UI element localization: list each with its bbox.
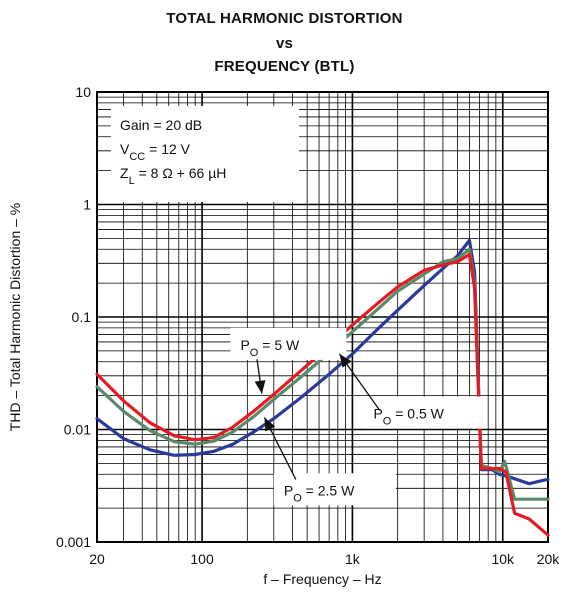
x-tick-label: 20k xyxy=(537,551,561,567)
series-label-arrowhead xyxy=(254,380,266,394)
y-axis-label: THD – Total Harmonic Distortion – % xyxy=(7,203,23,431)
chart-title-line-2: vs xyxy=(275,35,294,52)
series-line xyxy=(95,238,550,486)
series-label: PO = 0.5 W xyxy=(373,406,444,428)
condition-text: Gain = 20 dB xyxy=(120,117,202,133)
conditions-box xyxy=(111,106,299,202)
series-label-box xyxy=(230,327,347,360)
condition-text: ZL = 8 Ω + 66 µH xyxy=(120,165,226,187)
plot-frame xyxy=(96,91,549,543)
series-line xyxy=(95,252,550,537)
series-label-arrowhead xyxy=(264,417,276,432)
series-label: PO = 5 W xyxy=(240,337,300,359)
series-label-box xyxy=(363,396,486,429)
x-axis-label: f – Frequency – Hz xyxy=(263,571,381,587)
y-tick-label: 10 xyxy=(75,84,91,100)
x-tick-label: 100 xyxy=(190,551,214,567)
x-tick-label: 20 xyxy=(89,551,105,567)
series-label-arrowhead xyxy=(339,353,352,368)
y-tick-label: 0.01 xyxy=(64,422,91,438)
y-tick-label: 0.001 xyxy=(56,534,91,550)
condition-text: VCC = 12 V xyxy=(120,141,191,163)
series-line xyxy=(95,247,550,501)
x-tick-label: 1k xyxy=(345,551,361,567)
y-tick-label: 1 xyxy=(83,197,91,213)
series-label-box xyxy=(273,473,396,506)
x-tick-label: 10k xyxy=(491,551,515,567)
chart-title-line-1: TOTAL HARMONIC DISTORTION xyxy=(166,10,403,27)
y-tick-label: 0.1 xyxy=(72,309,92,325)
series-label: PO = 2.5 W xyxy=(284,482,355,504)
chart-title-line-3: FREQUENCY (BTL) xyxy=(214,58,355,75)
